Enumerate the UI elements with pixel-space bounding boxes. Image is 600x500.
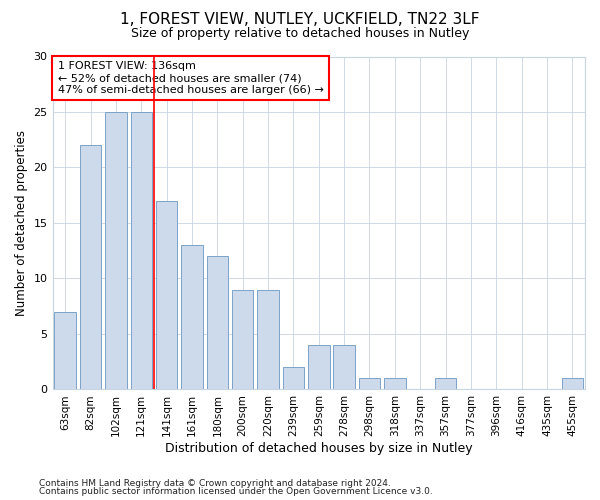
Text: 1 FOREST VIEW: 136sqm
← 52% of detached houses are smaller (74)
47% of semi-deta: 1 FOREST VIEW: 136sqm ← 52% of detached … — [58, 62, 324, 94]
Bar — [334, 345, 355, 390]
Text: Contains HM Land Registry data © Crown copyright and database right 2024.: Contains HM Land Registry data © Crown c… — [39, 478, 391, 488]
Bar — [131, 112, 152, 390]
Text: 1, FOREST VIEW, NUTLEY, UCKFIELD, TN22 3LF: 1, FOREST VIEW, NUTLEY, UCKFIELD, TN22 3… — [120, 12, 480, 28]
Y-axis label: Number of detached properties: Number of detached properties — [15, 130, 28, 316]
Text: Contains public sector information licensed under the Open Government Licence v3: Contains public sector information licen… — [39, 487, 433, 496]
Bar — [105, 112, 127, 390]
Bar — [384, 378, 406, 390]
Bar — [257, 290, 279, 390]
Bar — [435, 378, 457, 390]
Bar — [562, 378, 583, 390]
Text: Size of property relative to detached houses in Nutley: Size of property relative to detached ho… — [131, 28, 469, 40]
Bar — [283, 368, 304, 390]
Bar — [206, 256, 228, 390]
Bar — [232, 290, 253, 390]
Bar — [80, 146, 101, 390]
Bar — [55, 312, 76, 390]
X-axis label: Distribution of detached houses by size in Nutley: Distribution of detached houses by size … — [165, 442, 473, 455]
Bar — [156, 201, 178, 390]
Bar — [308, 345, 329, 390]
Bar — [181, 245, 203, 390]
Bar — [359, 378, 380, 390]
